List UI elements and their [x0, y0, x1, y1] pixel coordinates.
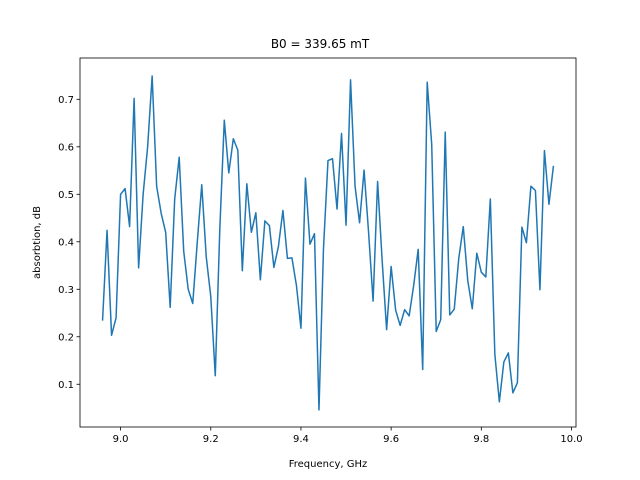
y-tick-label: 0.2 [58, 332, 74, 343]
y-tick-label: 0.5 [58, 190, 74, 201]
y-tick-label: 0.4 [58, 237, 74, 248]
series-line [101, 75, 555, 411]
x-tick-label: 9.4 [293, 434, 309, 445]
chart-title: B0 = 339.65 mT [271, 37, 370, 51]
x-axis-label: Frequency, GHz [289, 459, 368, 470]
axes-frame [79, 57, 577, 428]
y-tick-label: 0.7 [58, 95, 74, 106]
y-tick-label: 0.1 [58, 380, 74, 391]
x-tick-label: 9.2 [203, 434, 219, 445]
x-tick-label: 10.0 [560, 434, 582, 445]
x-tick-label: 9.6 [383, 434, 399, 445]
plot-area [101, 75, 555, 411]
x-tick-label: 9.0 [113, 434, 129, 445]
x-tick-label: 9.8 [473, 434, 489, 445]
axis-ticks: 9.0 9.2 9.4 9.6 9.8 10.0 0.1 0.2 0.3 0.4 0.5 0.6 0.7 [58, 95, 583, 445]
y-axis-label: absorbtion, dB [32, 206, 43, 279]
y-tick-label: 0.3 [58, 285, 74, 296]
y-tick-label: 0.6 [58, 142, 74, 153]
